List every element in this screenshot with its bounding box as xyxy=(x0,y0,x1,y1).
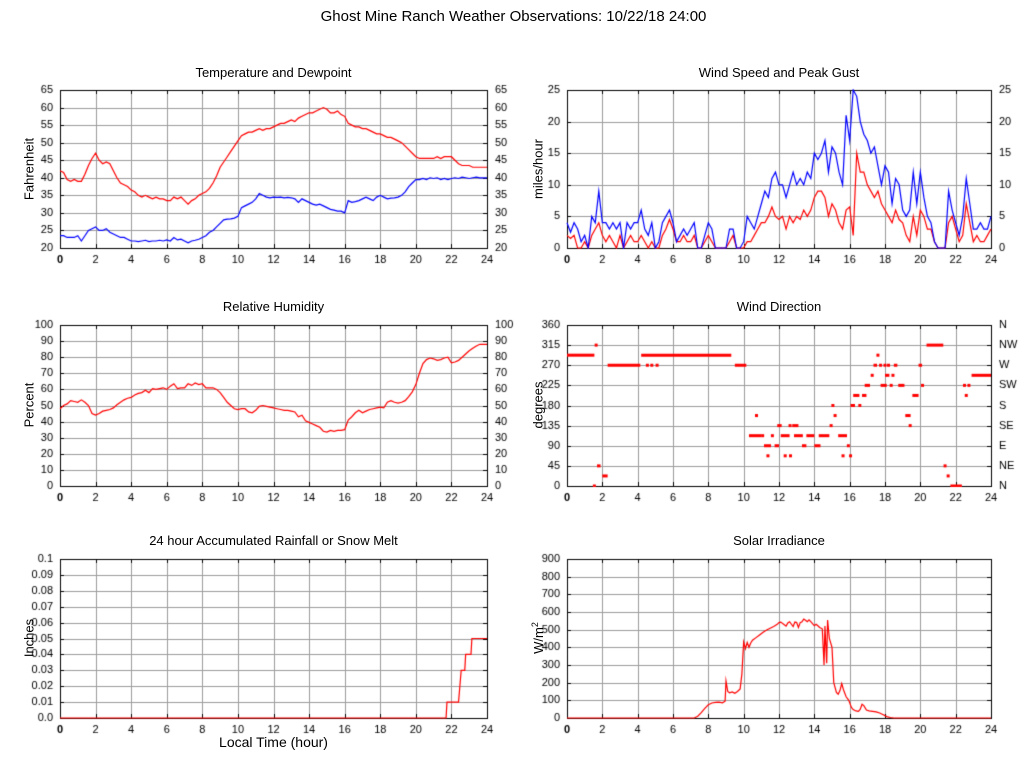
solar-y-axis-label: W/m2 xyxy=(530,622,546,654)
y-axis-label-text: W/m xyxy=(531,627,547,654)
y-axis-label-text: degrees xyxy=(530,381,546,429)
wind-direction-title: Wind Direction xyxy=(736,299,822,314)
y-axis-label-text: Fahrenheit xyxy=(21,137,37,201)
humidity-y-axis-label: Percent xyxy=(22,383,37,428)
y-axis-label-text: Inches xyxy=(21,618,37,658)
temperature-y-axis-label: Fahrenheit xyxy=(22,138,37,200)
wind-speed-y-axis-label: miles/hour xyxy=(531,139,546,199)
y-axis-label-superscript: 2 xyxy=(529,622,540,628)
solar-title: Solar Irradiance xyxy=(733,533,825,548)
rainfall-title: 24 hour Accumulated Rainfall or Snow Mel… xyxy=(149,533,398,548)
page-title: Ghost Mine Ranch Weather Observations: 1… xyxy=(320,8,707,25)
temperature-dewpoint-title: Temperature and Dewpoint xyxy=(195,65,352,80)
y-axis-label-text: miles/hour xyxy=(530,139,546,199)
humidity-title: Relative Humidity xyxy=(222,299,325,314)
wind-speed-title: Wind Speed and Peak Gust xyxy=(698,65,860,80)
rainfall-y-axis-label: Inches xyxy=(22,619,37,657)
y-axis-label-text: Percent xyxy=(21,382,37,428)
wind-direction-y-axis-label: degrees xyxy=(531,382,546,429)
x-axis-label: Local Time (hour) xyxy=(219,734,328,750)
